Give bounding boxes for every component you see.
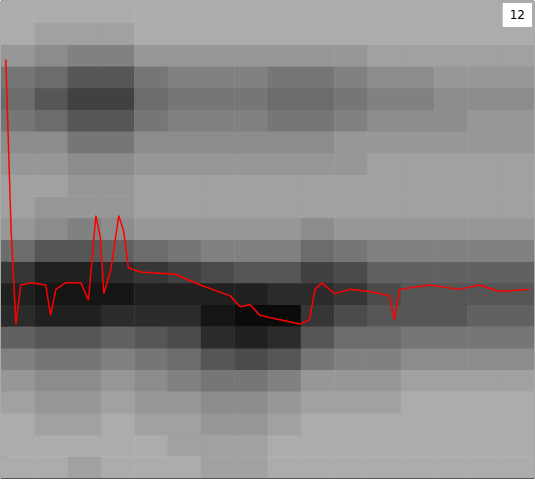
svg-text:12: 12 [510,8,525,22]
